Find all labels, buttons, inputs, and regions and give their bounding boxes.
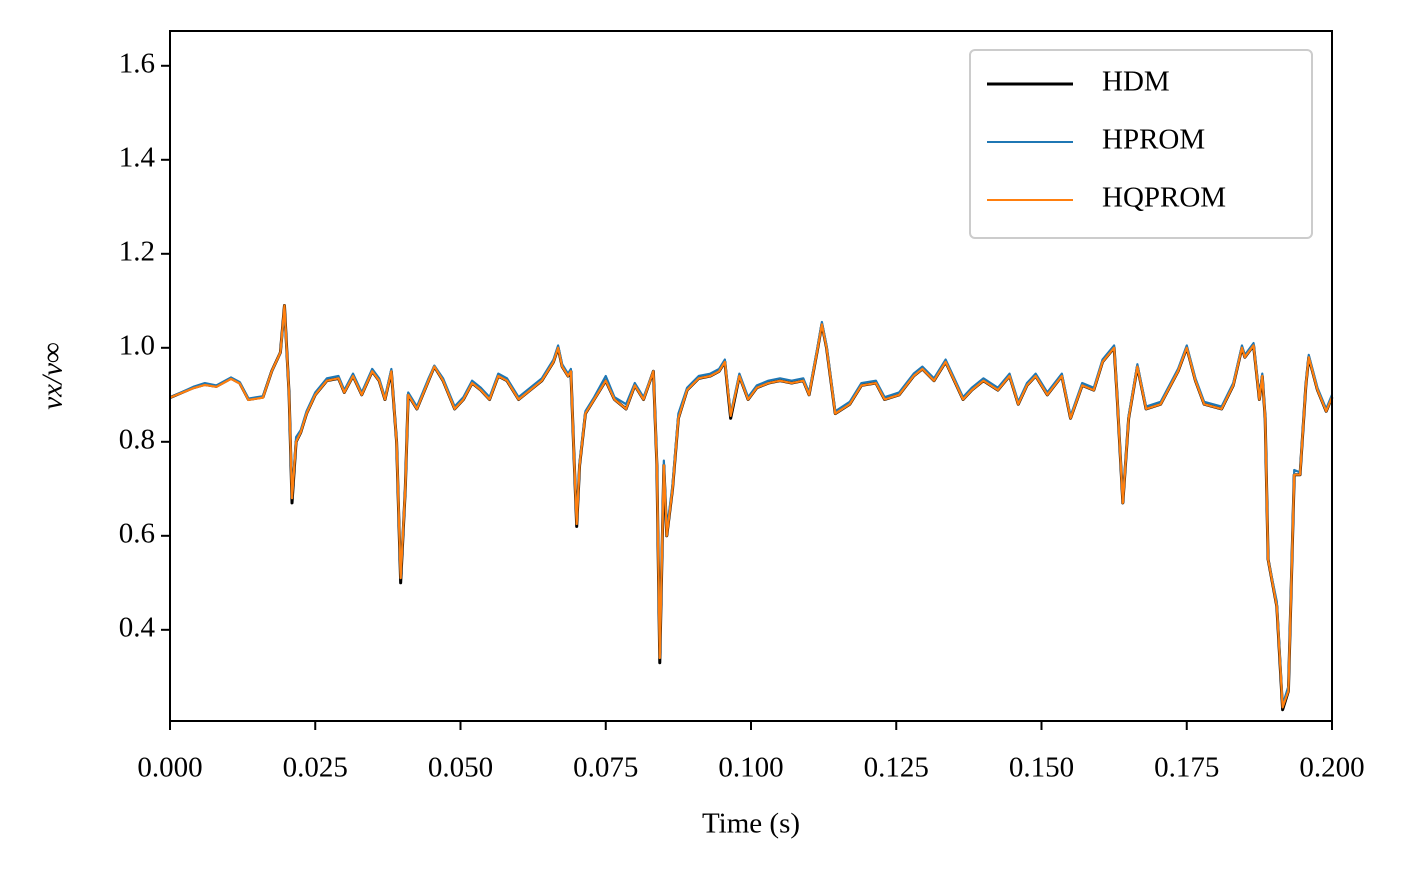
y-tick-label: 0.4 (119, 611, 156, 643)
plot-frame (169, 30, 1333, 722)
line-series (169, 304, 1334, 709)
x-tick-label: 0.125 (864, 752, 929, 784)
y-tick-label: 0.6 (119, 517, 155, 549)
legend-label: HDM (1102, 66, 1170, 98)
x-tick-label: 0.175 (1154, 752, 1219, 784)
y-tick-label: 1.2 (119, 235, 155, 267)
legend-label: HQPROM (1102, 182, 1226, 214)
x-tick-label: 0.150 (1009, 752, 1074, 784)
legend-box (969, 49, 1313, 239)
x-tick-label: 0.100 (718, 752, 783, 784)
y-tick-label: 1.4 (119, 141, 156, 173)
x-tick-label: 0.075 (573, 752, 638, 784)
x-tick-label: 0.025 (283, 752, 348, 784)
legend-label: HPROM (1102, 124, 1205, 156)
y-tick-label: 1.0 (119, 329, 155, 361)
x-axis-label: Time (s) (702, 808, 800, 840)
y-axis-label: vx/v∞ (37, 342, 69, 409)
x-tick-label: 0.050 (428, 752, 493, 784)
y-tick-label: 1.6 (119, 47, 155, 79)
x-tick-label: 0.000 (137, 752, 202, 784)
y-tick-label: 0.8 (119, 423, 155, 455)
x-tick-label: 0.200 (1299, 752, 1364, 784)
